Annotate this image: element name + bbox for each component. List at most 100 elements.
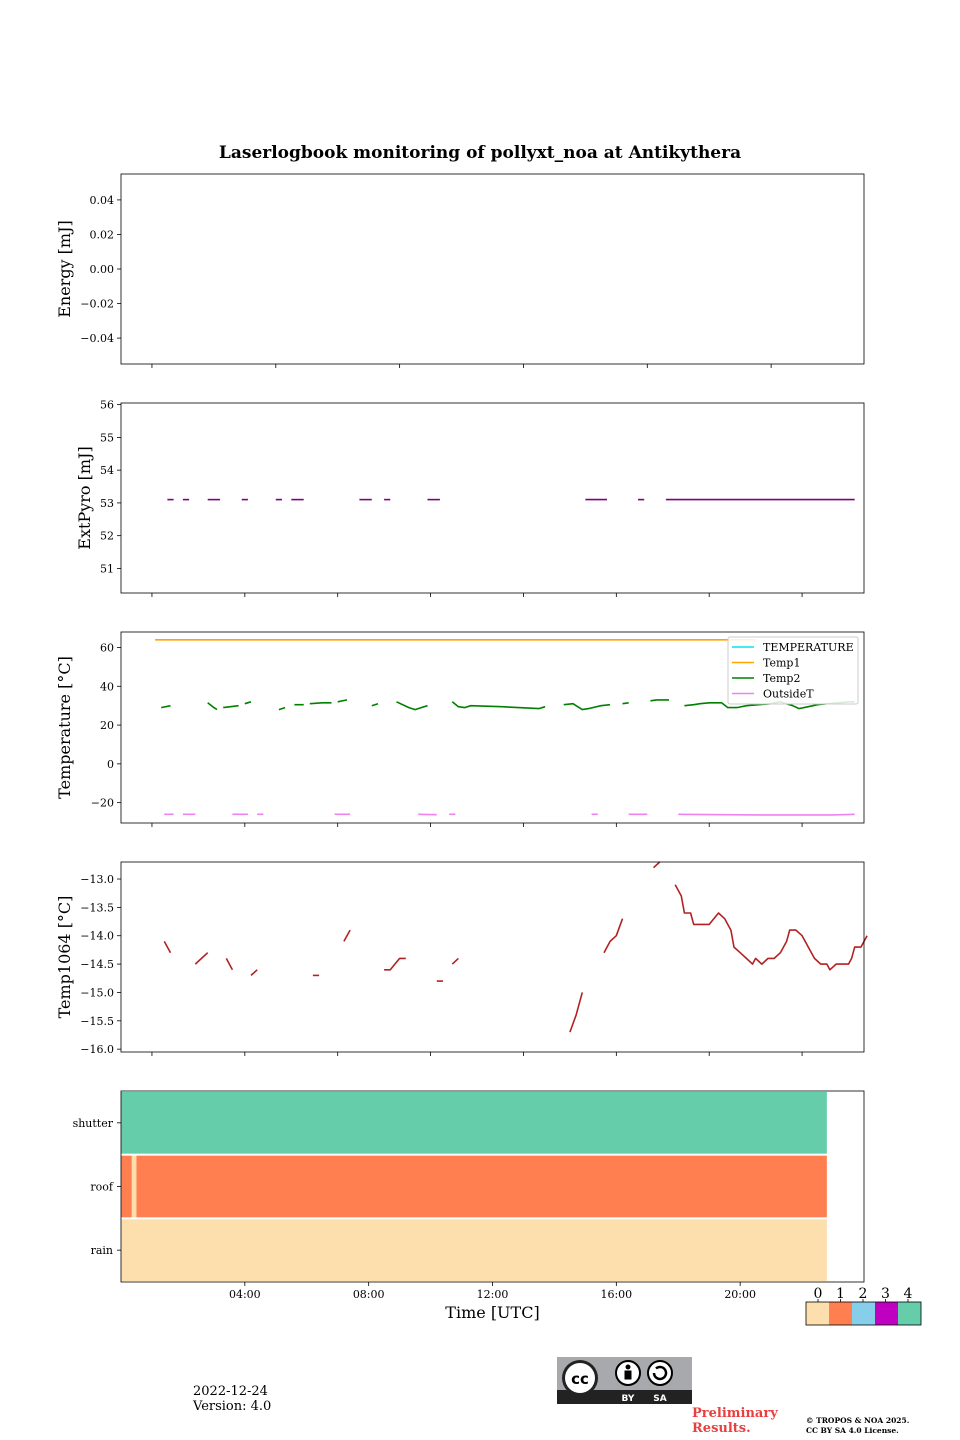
colorbar-frame <box>805 1301 922 1326</box>
colorbar-tick-label: 1 <box>836 1286 845 1302</box>
y-tick-label: −13.0 <box>80 873 114 886</box>
x-tick-label: 12:00 <box>477 1288 509 1301</box>
legend-label: Temp1 <box>763 657 800 670</box>
row-label: roof <box>90 1181 114 1194</box>
series-line-temp1064 <box>194 952 209 965</box>
series-line-temp2 <box>244 701 252 705</box>
preliminary-note: Preliminary Results. <box>692 1406 778 1436</box>
series-line-temp1064 <box>451 957 459 965</box>
status-cell-roof <box>121 1155 132 1218</box>
series-line-temp1064 <box>225 958 234 971</box>
colorbar-swatch <box>829 1302 852 1325</box>
series-line-temp1064 <box>652 861 661 869</box>
version-label: Version: 4.0 <box>193 1399 272 1414</box>
sa-label: SA <box>653 1394 666 1404</box>
y-tick-label: 0.02 <box>90 228 115 241</box>
colorbar-swatch <box>806 1302 829 1325</box>
y-tick-label: −15.5 <box>80 1015 114 1028</box>
axes-frame <box>120 173 865 365</box>
series-line-temp2 <box>223 704 239 709</box>
series-line-temp1064 <box>674 884 868 971</box>
status-cell-rain <box>121 1219 827 1281</box>
colorbar-swatch <box>875 1302 898 1325</box>
series-line-temp1064 <box>384 957 406 971</box>
x-tick-label: 20:00 <box>724 1288 756 1301</box>
y-tick-label: 60 <box>100 642 114 655</box>
colorbar-tick-label: 2 <box>859 1286 868 1302</box>
series-line-outsidet <box>678 813 855 816</box>
legend-label: Temp2 <box>763 672 800 685</box>
colorbar-tick-label: 0 <box>814 1286 823 1302</box>
copyright-note: © TROPOS & NOA 2025. CC BY SA 4.0 Licens… <box>806 1416 909 1436</box>
row-label: shutter <box>73 1117 114 1130</box>
license-badge: cc BY SA <box>557 1357 692 1408</box>
colorbar-tick-label: 3 <box>881 1286 890 1302</box>
status-cell-roof <box>136 1155 827 1218</box>
panel-extpyro: 51 52 53 54 55 56 ExtPyro [mJ] <box>75 399 865 597</box>
x-tick-label: 08:00 <box>353 1288 385 1301</box>
series-line-temp2 <box>161 704 171 709</box>
y-tick-label: −14.0 <box>80 930 114 943</box>
y-tick-label: 55 <box>100 431 114 444</box>
series-line-temp2 <box>309 701 332 705</box>
series-line-temp1064 <box>343 929 351 942</box>
panel-temperature: 60 40 20 0 −20 Temperature [°C] TEMPERATURE Tem… <box>55 631 865 827</box>
legend-label: TEMPERATURE <box>763 641 854 654</box>
panel-temp1064: −13.0 −13.5 −14.0 −14.5 −15.0 −15.5 −16.0 Temp1… <box>55 861 868 1056</box>
colorbar-tick-label: 4 <box>904 1286 913 1302</box>
svg-text:cc: cc <box>571 1370 589 1388</box>
date-label: 2022-12-24 <box>193 1384 268 1399</box>
y-tick-label: 53 <box>100 497 114 510</box>
series-line-temp2 <box>563 702 611 711</box>
series-line-temp2 <box>451 701 546 710</box>
series-line-temp2 <box>622 702 629 705</box>
series-line-temp1064 <box>250 969 258 976</box>
x-axis-label: Time [UTC] <box>445 1303 539 1322</box>
chart-title: Laserlogbook monitoring of pollyxt_noa a… <box>219 143 741 163</box>
series-line-temp1064 <box>163 941 172 954</box>
row-label: rain <box>91 1244 113 1257</box>
colorbar-swatch <box>898 1302 921 1325</box>
y-tick-label: 54 <box>100 464 114 477</box>
panel-energy: 0.04 0.02 0.00 −0.02 −0.04 Energy [mJ] <box>55 173 865 368</box>
legend-box <box>727 636 859 705</box>
y-tick-label: −20 <box>91 797 114 810</box>
x-tick-label: 04:00 <box>229 1288 261 1301</box>
status-cell-roof <box>131 1155 137 1218</box>
axes-frame <box>120 631 865 824</box>
x-tick-label: 16:00 <box>600 1288 632 1301</box>
y-axis-label: Temperature [°C] <box>55 656 74 799</box>
series-line-temp2 <box>278 706 286 711</box>
colorbar-swatch <box>852 1302 875 1325</box>
panel-status: shutter roof rain 04:00 08:00 12:00 16:00 20:00… <box>73 1090 865 1322</box>
legend: TEMPERATURE Temp1 Temp2 OutsideT <box>727 636 859 705</box>
y-tick-label: 20 <box>100 719 114 732</box>
axes-frame <box>120 861 865 1053</box>
series-line-temp2 <box>337 699 348 703</box>
y-tick-label: −16.0 <box>80 1043 114 1056</box>
preliminary-line-2: Results. <box>692 1421 751 1436</box>
y-tick-label: 0 <box>107 758 114 771</box>
y-tick-label: −13.5 <box>80 901 114 914</box>
by-label: BY <box>622 1394 635 1404</box>
y-axis-label: ExtPyro [mJ] <box>75 446 94 549</box>
series-line-temp2 <box>650 699 669 702</box>
series-line-temp2 <box>207 702 218 711</box>
copyright-line-1: © TROPOS & NOA 2025. <box>806 1416 910 1425</box>
series-line-temp1064 <box>569 992 584 1033</box>
y-tick-label: 40 <box>100 680 114 693</box>
series-line-temp2 <box>396 701 428 711</box>
y-tick-label: 51 <box>100 562 114 575</box>
preliminary-line-1: Preliminary <box>692 1406 778 1421</box>
y-tick-label: −15.0 <box>80 986 114 999</box>
y-tick-label: −0.04 <box>80 332 114 345</box>
y-tick-label: 52 <box>100 530 114 543</box>
y-axis-label: Temp1064 [°C] <box>55 896 74 1019</box>
legend-label: OutsideT <box>763 688 814 701</box>
copyright-line-2: CC BY SA 4.0 License. <box>806 1426 899 1435</box>
series-line-temp1064 <box>603 918 624 954</box>
y-axis-label: Energy [mJ] <box>55 220 74 318</box>
